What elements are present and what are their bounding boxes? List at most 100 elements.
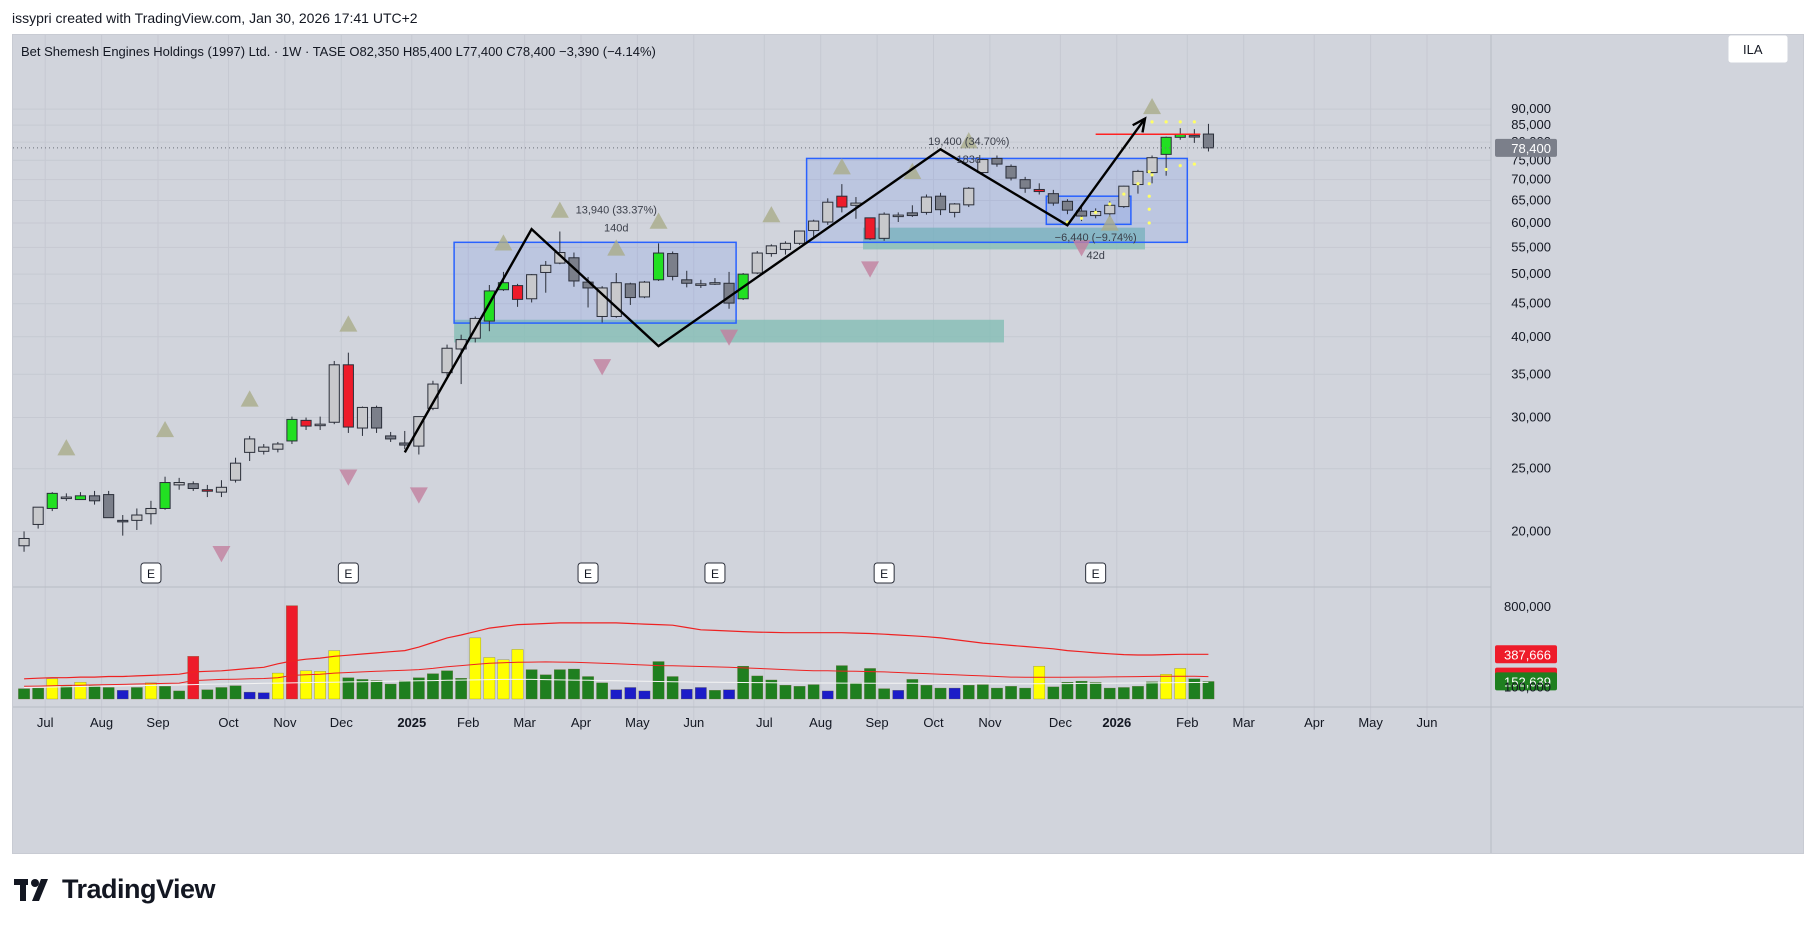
x-tick-label: Sep — [866, 715, 889, 730]
candle-body — [638, 281, 651, 298]
support-zone-2 — [863, 227, 1145, 250]
volume-bar — [991, 687, 1003, 700]
earnings-marker-icon: E — [577, 562, 599, 584]
candle-body — [187, 483, 199, 489]
tradingview-logo-icon — [14, 878, 48, 901]
signal-up-icon — [832, 158, 851, 175]
candle-body — [667, 253, 679, 277]
candle-body — [18, 537, 30, 547]
candle-body — [822, 201, 834, 223]
x-tick-label: May — [1358, 715, 1383, 730]
volume-bar — [74, 682, 87, 700]
volume-ma-short — [24, 661, 1209, 687]
candle-body — [60, 496, 72, 500]
currency-button[interactable]: ILA — [1727, 35, 1789, 64]
volume-bar — [413, 677, 425, 700]
candle-body — [229, 462, 242, 481]
signal-up-icon — [550, 201, 569, 218]
measure-1-value: 13,940 (33.37%) — [576, 205, 657, 217]
brand[interactable]: TradingView — [14, 874, 216, 905]
volume-bar — [1160, 674, 1172, 700]
candle-body — [483, 290, 495, 322]
y-tick-label: 30,000 — [1511, 410, 1551, 425]
signal-up-icon — [607, 239, 626, 256]
dot-marker — [1192, 162, 1196, 166]
x-tick-label: Oct — [923, 715, 944, 730]
candle-body — [991, 157, 1003, 165]
candle-body — [1202, 133, 1215, 149]
candle-body — [201, 489, 213, 492]
volume-tick-label: 800,000 — [1504, 599, 1551, 614]
volume-bar — [243, 691, 256, 700]
earnings-marker-label: E — [711, 567, 719, 581]
volume-bar — [18, 688, 30, 700]
x-tick-label: Apr — [571, 715, 592, 730]
x-tick-label: Feb — [1176, 715, 1198, 730]
earnings-marker-box — [704, 562, 726, 584]
candle-body — [779, 242, 792, 250]
ohlc-high: 85,400 — [412, 44, 452, 59]
candle-body — [793, 230, 806, 244]
y-tick-label: 25,000 — [1511, 461, 1551, 476]
candle-body — [934, 195, 947, 211]
volume-bar — [1033, 665, 1046, 700]
chart-frame[interactable]: 13,940 (33.37%) 140d 19,400 (34.70%) 183d −6… — [12, 34, 1804, 854]
volume-bar — [568, 668, 580, 700]
volume-bar — [441, 670, 453, 700]
volume-bar — [427, 673, 439, 700]
ohlc-high-label: H — [403, 44, 412, 59]
last-price-badge — [1495, 138, 1557, 157]
volume-bar — [398, 680, 411, 700]
candle-body — [920, 196, 933, 213]
volume-bar — [652, 661, 665, 700]
volume-bar — [1047, 686, 1060, 700]
volume-bar — [906, 679, 919, 700]
volume-bar — [1019, 687, 1031, 700]
candle-body — [32, 506, 44, 525]
volume-bar — [554, 669, 566, 700]
signal-down-icon — [1072, 240, 1091, 257]
earnings-marker-label: E — [1092, 567, 1100, 581]
range-box-1[interactable] — [453, 241, 737, 324]
dot-marker — [1147, 170, 1151, 174]
volume-bar — [1146, 681, 1158, 700]
signal-down-icon — [861, 261, 880, 278]
x-tick-label: Jun — [683, 715, 704, 730]
volume-bar — [751, 675, 764, 700]
volume-bar — [215, 687, 228, 700]
candle-body — [1118, 185, 1130, 208]
candle-body — [695, 283, 707, 286]
x-tick-label: Nov — [273, 715, 297, 730]
candle-body — [173, 482, 185, 486]
volume-tick-label-partial: 100,000 — [1504, 679, 1551, 694]
candle-body — [540, 264, 552, 273]
volume-bar — [511, 649, 524, 700]
range-box-3[interactable] — [1045, 195, 1132, 226]
currency-label: ILA — [1743, 42, 1763, 57]
volume-bar — [977, 684, 989, 700]
volume-bar — [709, 690, 721, 700]
x-tick-label: 2026 — [1102, 715, 1131, 730]
volume-bar — [370, 680, 383, 700]
signal-down-icon — [339, 469, 358, 486]
volume-bar — [272, 672, 284, 700]
volume-bar — [525, 669, 538, 700]
volume-bar — [878, 688, 890, 700]
y-tick-label: 20,000 — [1511, 523, 1551, 538]
signal-up-icon — [156, 420, 175, 438]
measure-2-value: 19,400 (34.70%) — [928, 136, 1009, 148]
candle-body — [1146, 157, 1158, 174]
earnings-marker-label: E — [344, 567, 352, 581]
candle-body — [215, 486, 228, 493]
volume-bar — [116, 690, 129, 700]
candle-body — [836, 195, 848, 208]
dot-marker — [1178, 120, 1182, 124]
volume-bar — [821, 690, 834, 700]
volume-bar — [286, 605, 298, 700]
candle-body — [864, 217, 876, 240]
y-tick-label: 35,000 — [1511, 366, 1551, 381]
candle-body — [74, 495, 87, 501]
volume-bar — [229, 685, 242, 700]
chart-canvas[interactable]: 13,940 (33.37%) 140d 19,400 (34.70%) 183d −6… — [13, 35, 1803, 853]
volume-axis-mask — [1495, 709, 1561, 725]
